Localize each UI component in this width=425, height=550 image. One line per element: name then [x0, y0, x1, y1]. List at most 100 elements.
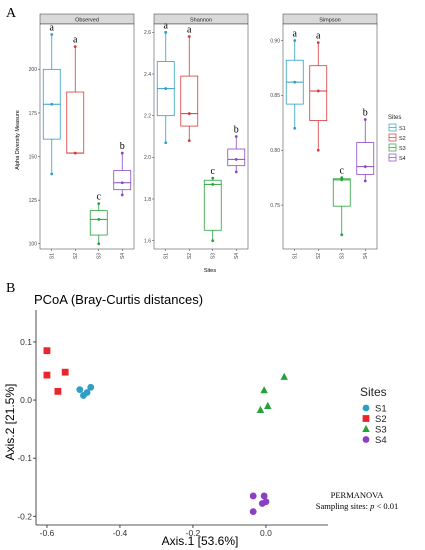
- x-tick-label: S3: [339, 253, 345, 259]
- data-point: [211, 239, 215, 243]
- box-s1: a S1: [42, 22, 61, 259]
- pcoa-y-tick-label: -0.1: [17, 453, 32, 463]
- data-point: [293, 39, 297, 42]
- box-iqr: [203, 179, 222, 231]
- significance-letter: b: [234, 125, 239, 136]
- panel-label-b: B: [6, 281, 15, 296]
- x-tick-label: S3: [210, 253, 216, 259]
- box-iqr: [309, 65, 328, 121]
- data-point: [340, 178, 344, 182]
- permanova-line2: Sampling sites: p < 0.01: [316, 501, 398, 511]
- y-tick-label: 1.6: [144, 238, 151, 244]
- x-tick-label: S2: [187, 253, 193, 259]
- significance-letter: b: [363, 107, 368, 118]
- y-tick-label: 2.4: [144, 72, 151, 78]
- pcoa-series-s4: [249, 492, 270, 516]
- x-tick-label: S2: [73, 253, 79, 259]
- x-tick-label: S4: [363, 253, 369, 259]
- y-tick-label: 2.6: [144, 30, 151, 36]
- data-point: [211, 183, 215, 186]
- data-point: [340, 176, 344, 180]
- legend-label: S1: [399, 126, 406, 132]
- significance-letter: a: [187, 25, 192, 36]
- pcoa-point: [43, 371, 51, 379]
- data-point: [164, 141, 168, 145]
- x-tick-label: S3: [96, 253, 102, 259]
- pcoa-legend-marker: [362, 424, 370, 433]
- pcoa-point: [280, 372, 288, 380]
- box-iqr: [113, 170, 132, 191]
- pcoa-y-tick-label: 0.0: [20, 395, 32, 405]
- pcoa-point: [258, 500, 266, 507]
- pcoa-legend-label: S4: [375, 435, 387, 446]
- x-tick-label: S4: [234, 253, 240, 259]
- pcoa-point: [76, 386, 84, 394]
- pcoa-legend-label: S1: [375, 404, 387, 415]
- pcoa-point: [249, 492, 257, 500]
- x-tick-label: S2: [316, 253, 322, 259]
- significance-letter: a: [293, 28, 298, 39]
- data-point: [164, 87, 168, 90]
- x-tick-label: S4: [120, 253, 126, 259]
- pcoa-y-tick-label: -0.2: [17, 511, 32, 521]
- legend-title: Sites: [388, 115, 401, 121]
- data-point: [50, 33, 54, 36]
- pcoa-x-tick-label: -0.2: [186, 528, 201, 538]
- facet-panel: [39, 23, 135, 250]
- legend-label: S2: [399, 136, 406, 142]
- significance-letter: b: [120, 141, 125, 152]
- box-s2: a S2: [309, 31, 328, 259]
- significance-letter: c: [97, 192, 102, 203]
- x-tick-label: S1: [163, 253, 169, 259]
- significance-letter: a: [164, 20, 169, 31]
- facet-title: Observed: [75, 17, 99, 23]
- legend-entry-s4: S4: [388, 153, 406, 162]
- facet-panel: [153, 23, 249, 250]
- legend-label: S3: [399, 146, 406, 152]
- pcoa-point: [260, 386, 268, 394]
- data-point: [50, 172, 54, 176]
- pcoa-x-tick-label: 0.0: [260, 528, 272, 538]
- pcoa-point: [256, 405, 265, 414]
- facet-panel: [282, 23, 378, 250]
- significance-letter: a: [50, 22, 55, 33]
- box-iqr: [227, 148, 246, 167]
- data-point: [293, 126, 297, 130]
- pcoa-point: [264, 401, 272, 409]
- data-point: [120, 181, 124, 185]
- data-point: [234, 135, 238, 138]
- pcoa-point: [249, 508, 257, 516]
- data-point: [50, 102, 54, 106]
- pcoa-legend-entry-s3: S3: [362, 424, 387, 436]
- data-point: [120, 151, 124, 155]
- data-point: [316, 148, 320, 152]
- panel-label-a: A: [6, 6, 17, 21]
- facet-title: Shannon: [190, 17, 212, 23]
- data-point: [363, 165, 367, 169]
- box-iqr: [180, 75, 199, 127]
- facet-observed: Observed 100 125 150 175 200 a S1 a S2 c S3 b S4: [29, 13, 135, 259]
- y-tick-label: 150: [29, 154, 38, 160]
- box-iqr: [356, 142, 375, 175]
- pcoa-point: [54, 387, 62, 395]
- data-point: [120, 193, 124, 197]
- data-point: [293, 80, 297, 84]
- legend-entry-s2: S2: [388, 133, 406, 142]
- box-s2: a S2: [66, 35, 85, 259]
- box-s1: a S1: [156, 20, 175, 259]
- pcoa-point: [260, 492, 268, 500]
- panel-a-boxplots: Alpha Diversity Measure Sites Observed 10…: [15, 13, 406, 274]
- pcoa-legend-entry-s1: S1: [362, 404, 387, 415]
- significance-letter: a: [316, 31, 321, 42]
- legend-entry-s3: S3: [388, 143, 406, 152]
- pcoa-legend-marker: [362, 404, 370, 412]
- box-s4: b S4: [356, 107, 375, 259]
- pcoa-point: [43, 347, 51, 355]
- y-tick-label: 175: [29, 111, 38, 117]
- box-s4: b S4: [113, 141, 132, 259]
- box-s2: a S2: [180, 25, 199, 259]
- data-point: [187, 35, 191, 38]
- permanova-annotation: PERMANOVA Sampling sites: p < 0.01: [316, 490, 398, 511]
- data-point: [340, 233, 344, 237]
- facet-simpson: Simpson 0.75 0.80 0.85 0.90 a S1 a S2 c S3 b S4: [270, 13, 378, 259]
